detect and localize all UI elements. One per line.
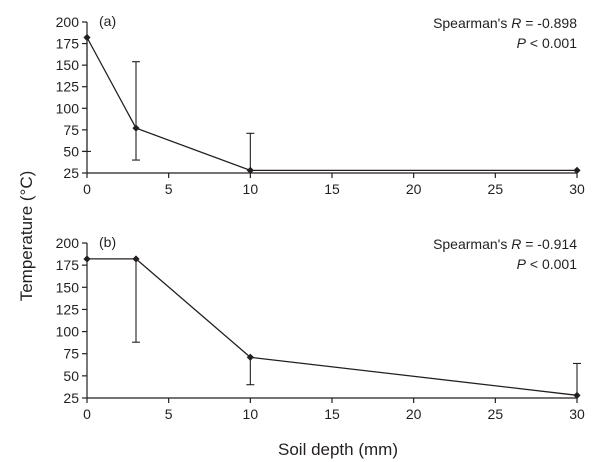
p-value: P < 0.001 [517, 35, 578, 51]
y-tick-label: 125 [56, 79, 80, 95]
chart-panel-a: 25 50 75 100 125 150 175 200 0 5 10 15 20 25 30 (a) Spea… [56, 13, 585, 197]
y-axis-title: Temperature (°C) [17, 171, 36, 302]
y-tick-label: 200 [56, 14, 80, 30]
y-tick-label: 25 [63, 165, 79, 181]
x-tick-label: 20 [406, 406, 422, 422]
data-point [246, 166, 254, 175]
x-tick-label: 5 [165, 406, 173, 422]
x-tick-label: 0 [83, 406, 91, 422]
series-line [86, 37, 577, 172]
x-tick-label: 10 [243, 406, 259, 422]
x-tick-label: 5 [165, 181, 173, 197]
p-value: P < 0.001 [517, 256, 578, 272]
y-tick-label: 175 [56, 36, 80, 52]
data-point [83, 255, 91, 263]
data-point [132, 255, 140, 263]
data-point [132, 124, 140, 132]
x-axis-title: Soil depth (mm) [278, 440, 398, 459]
spearman-value: = -0.898 [521, 15, 577, 31]
y-tick-label: 50 [63, 143, 79, 159]
data-point [573, 391, 581, 399]
y-tick-label: 150 [56, 57, 80, 73]
spearman-symbol: R [511, 15, 521, 31]
data-point [573, 166, 581, 175]
y-tick-label: 100 [56, 324, 80, 340]
x-tick-label: 25 [488, 181, 504, 197]
x-tick-label: 30 [569, 406, 585, 422]
spearman-prefix: Spearman's [433, 15, 511, 31]
x-tick-label: 10 [243, 181, 259, 197]
p-symbol: P [517, 256, 527, 272]
y-tick-label: 75 [63, 346, 79, 362]
spearman-value: = -0.914 [521, 236, 577, 252]
x-tick-label: 15 [324, 406, 340, 422]
y-tick-label: 125 [56, 301, 80, 317]
p-value-text: < 0.001 [526, 35, 577, 51]
y-tick-label: 100 [56, 100, 80, 116]
y-tick-label: 200 [56, 235, 80, 251]
chart-panel-b: 25 50 75 100 125 150 175 200 0 5 10 15 20 25 30 (b) Spea… [56, 234, 585, 422]
series-line [87, 258, 578, 396]
y-tick-label: 175 [56, 257, 80, 273]
y-tick-label: 150 [56, 279, 80, 295]
spearman-symbol: R [511, 236, 521, 252]
spearman-prefix: Spearman's [433, 236, 511, 252]
p-symbol: P [517, 35, 527, 51]
x-tick-label: 25 [488, 406, 504, 422]
y-tick-label: 25 [63, 390, 79, 406]
y-tick-label: 75 [63, 122, 79, 138]
data-point [246, 353, 254, 361]
spearman-stat: Spearman's R = -0.914 [433, 236, 577, 252]
p-value-text: < 0.001 [526, 256, 577, 272]
x-tick-label: 30 [569, 181, 585, 197]
x-tick-label: 20 [406, 181, 422, 197]
x-tick-label: 0 [83, 181, 91, 197]
spearman-stat: Spearman's R = -0.898 [433, 15, 577, 31]
panel-label: (b) [99, 234, 116, 250]
data-point [83, 33, 91, 42]
panel-label: (a) [99, 13, 116, 29]
y-tick-label: 50 [63, 368, 79, 384]
x-tick-label: 15 [324, 181, 340, 197]
